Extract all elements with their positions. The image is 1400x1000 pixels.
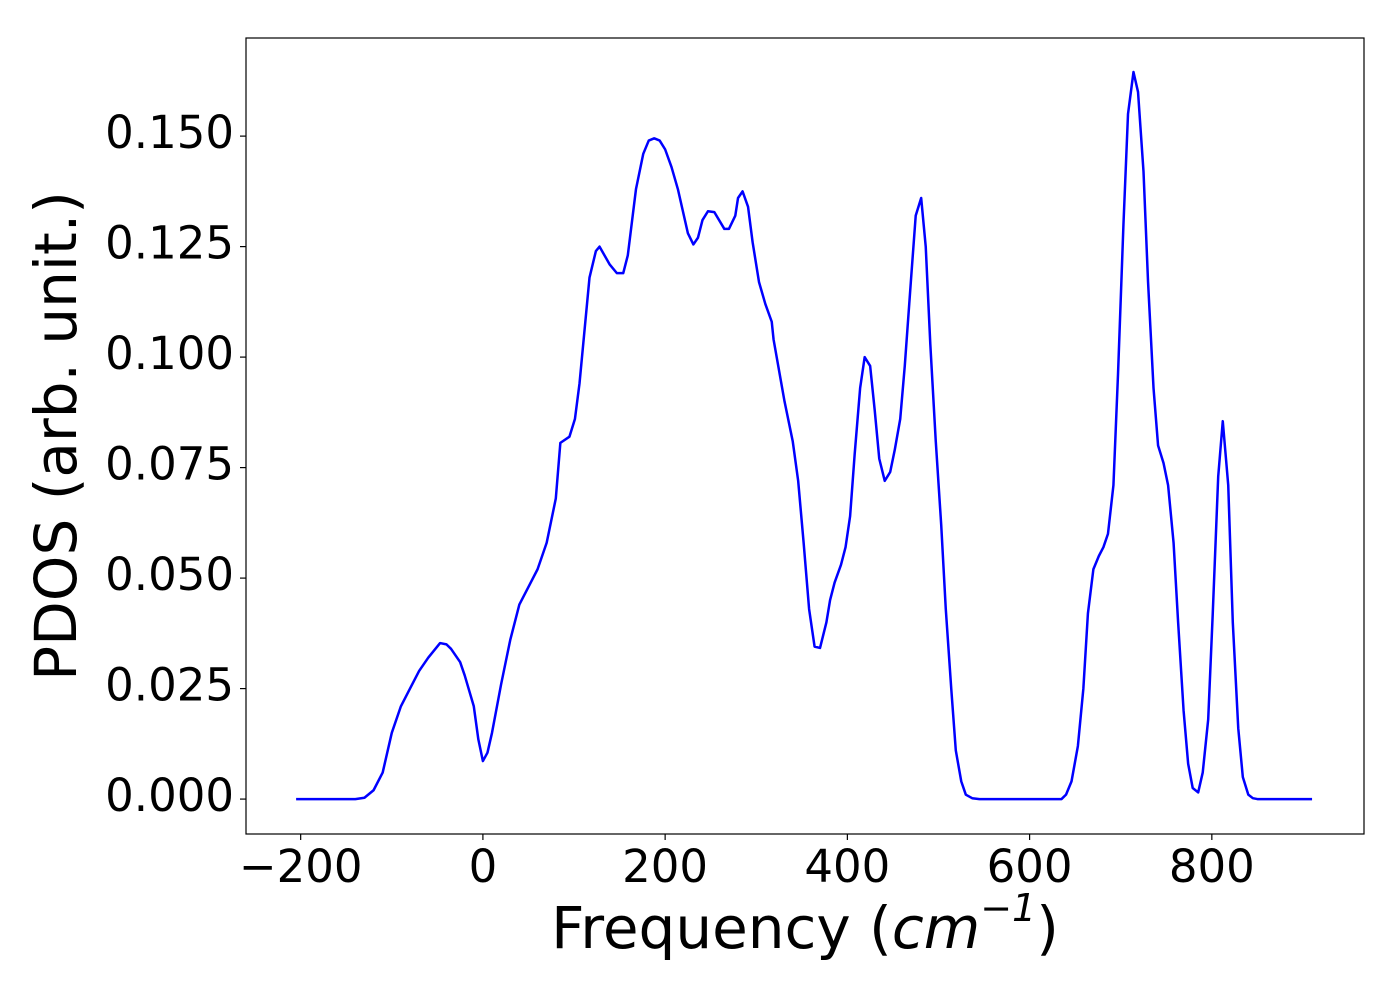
y-tick-label: 0.150	[105, 106, 234, 159]
y-tick-label: 0.125	[105, 217, 234, 270]
x-tick-label: 800	[1169, 840, 1255, 893]
x-tick-label: −200	[239, 840, 363, 893]
x-label-exponent: −1	[980, 886, 1036, 930]
x-label-text: Frequency (	[551, 894, 892, 962]
plot-frame	[245, 37, 1365, 835]
x-axis-label: Frequency (cm−1)	[551, 886, 1059, 963]
y-tick-label: 0.000	[105, 769, 234, 822]
y-tick-label: 0.025	[105, 659, 234, 712]
y-tick-label: 0.100	[105, 327, 234, 380]
y-tick-label: 0.050	[105, 548, 234, 601]
y-axis-label: PDOS (arb. unit.)	[22, 191, 90, 681]
x-label-unit: cm	[892, 894, 980, 962]
x-label-close: )	[1036, 894, 1059, 962]
y-tick-label: 0.075	[105, 438, 234, 491]
x-tick-label: 200	[622, 840, 708, 893]
x-tick-label: 0	[469, 840, 498, 893]
x-tick-label: 400	[804, 840, 890, 893]
x-tick-label: 600	[987, 840, 1073, 893]
data-line	[296, 70, 1313, 801]
